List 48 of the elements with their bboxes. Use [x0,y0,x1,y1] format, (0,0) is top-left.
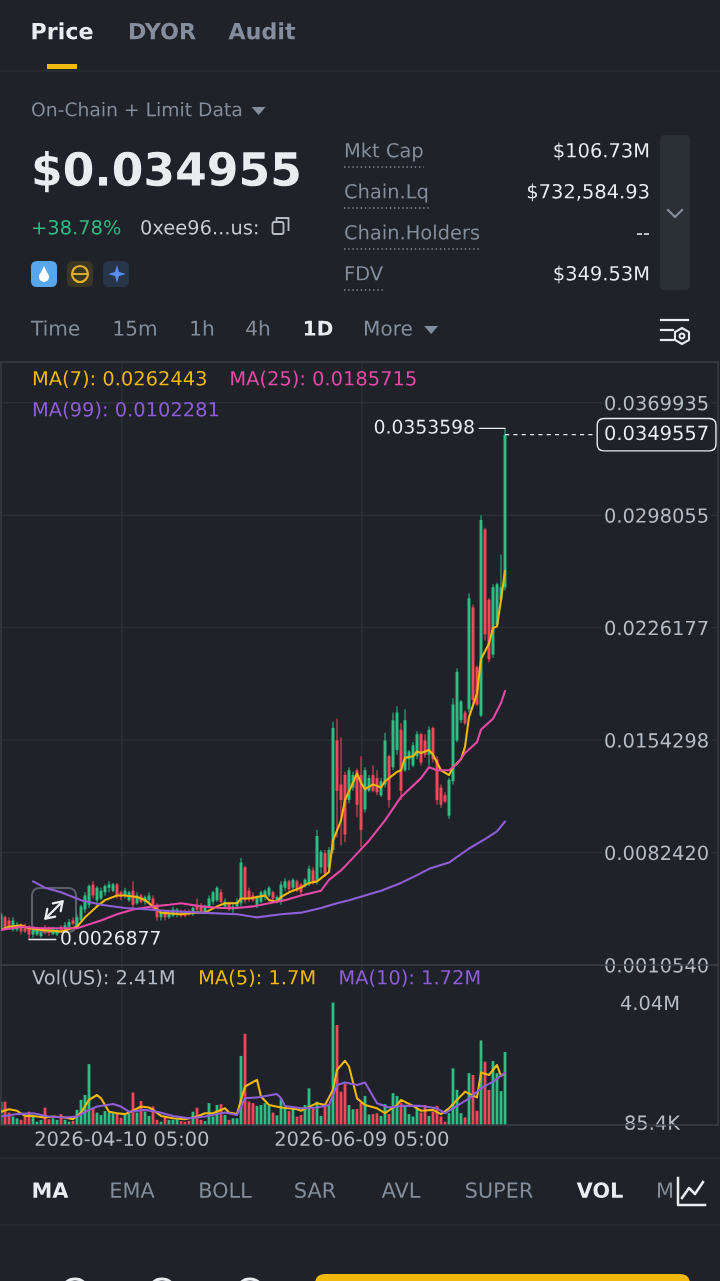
text: MA(5): 1.7M [200,969,315,987]
text: M [658,1182,672,1198]
text: $732,584.93 [527,183,649,202]
text: MA(10): 1.72M [340,969,480,987]
text: 1h [191,320,214,336]
annotation: 0.0353598 [374,419,474,434]
text: Chain.Holders [345,224,480,240]
text: On-Chain + Limit Data [32,101,242,117]
annotation: 0.0026877 [61,930,160,945]
text: SUPER [466,1182,533,1199]
text: VOL [576,1182,623,1199]
text: 4h [246,320,270,336]
text: EMA [111,1182,155,1198]
text: Audit [228,22,296,40]
text: More [364,320,412,336]
x-tick-label: 2026-06-09 05:00 [275,1131,449,1147]
text: $0.034955 [34,150,299,193]
y-tick-label: 85.4K [625,1115,681,1131]
y-tick-label: 0.0369935 [605,395,708,411]
text: SAR [295,1182,336,1199]
text: MA(7): 0.0262443 [33,370,206,388]
text: MA [33,1182,69,1198]
text: 0xee96...us: [141,219,258,235]
text: FDV [345,266,383,281]
chart-title: Vol(US): 2.41M [32,969,174,987]
text: Chain.Lq [345,183,428,203]
text: $349.53M [554,265,649,284]
y-tick-label: 0.0298055 [605,508,708,523]
text: Price [32,22,93,40]
text: AVL [381,1182,421,1198]
text: 15m [114,320,156,336]
text: BOLL [200,1182,252,1199]
x-tick-label: 2026-04-10 05:00 [35,1131,209,1147]
y-tick-label: 0.0082420 [605,845,708,861]
text: Mkt Cap [345,142,423,162]
text: DYOR [129,22,196,40]
text: MA(25): 0.0185715 [231,370,416,388]
y-tick-label: 0.0226177 [605,620,708,636]
y-tick-label: 0.0010540 [605,957,708,973]
y-tick-label: 0.0154298 [605,733,708,748]
text: $106.73M [554,142,649,161]
text: MA(99): 0.0102281 [33,401,219,419]
text: +38.78% [33,219,121,235]
text: 1D [304,320,333,336]
y-tick-label: 4.04M [620,995,679,1011]
ref-line-label: 0.0349557 [605,425,708,441]
text: Time [30,320,80,336]
text: -- [636,233,650,235]
